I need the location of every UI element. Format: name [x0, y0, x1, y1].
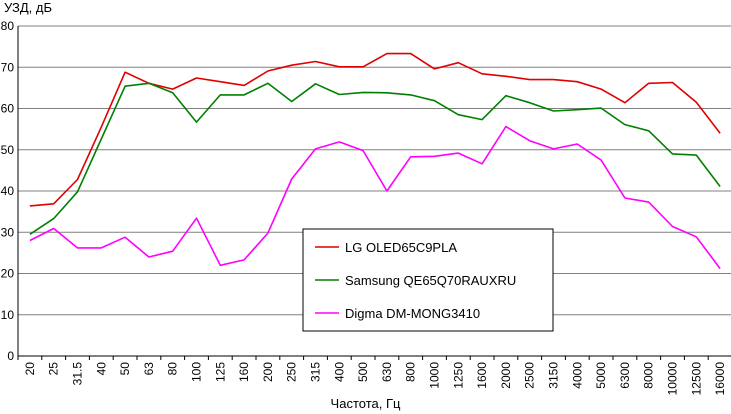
legend-label-1: Samsung QE65Q70RAUXRU [345, 273, 516, 288]
x-tick-label-29: 16000 [713, 362, 727, 396]
y-tick-label-6: 60 [1, 102, 15, 116]
legend-label-2: Digma DM-MONG3410 [345, 306, 480, 321]
series-line-0 [29, 52, 721, 207]
x-tick-label-28: 12500 [689, 362, 703, 396]
x-tick-label-24: 5000 [594, 362, 608, 389]
x-tick-label-20: 2000 [499, 362, 513, 389]
x-tick-label-15: 630 [380, 362, 394, 382]
x-tick-label-22: 3150 [547, 362, 561, 389]
x-tick-label-6: 80 [166, 362, 180, 376]
x-tick-label-7: 100 [190, 362, 204, 382]
x-tick-label-25: 6300 [618, 362, 632, 389]
y-tick-label-5: 50 [1, 143, 15, 157]
x-tick-label-13: 400 [332, 362, 346, 382]
x-tick-label-26: 8000 [642, 362, 656, 389]
series-line-2 [29, 125, 721, 270]
legend-box [302, 228, 554, 332]
y-tick-label-3: 30 [1, 225, 15, 239]
y-tick-label-0: 0 [7, 349, 14, 363]
x-tick-label-4: 50 [118, 362, 132, 376]
y-tick-label-4: 40 [1, 184, 15, 198]
x-tick-label-14: 500 [356, 362, 370, 382]
series-line-1 [29, 82, 721, 235]
x-tick-label-16: 800 [404, 362, 418, 382]
y-axis-label: УЗД, дБ [4, 0, 52, 15]
x-tick-label-12: 315 [309, 362, 323, 382]
x-tick-label-11: 250 [285, 362, 299, 382]
x-tick-label-8: 125 [213, 362, 227, 382]
x-tick-label-23: 4000 [570, 362, 584, 389]
x-tick-label-3: 40 [94, 362, 108, 376]
y-tick-label-1: 10 [1, 308, 15, 322]
x-tick-label-9: 160 [237, 362, 251, 382]
x-tick-label-18: 1250 [451, 362, 465, 389]
x-tick-label-17: 1000 [428, 362, 442, 389]
y-tick-label-7: 70 [1, 60, 15, 74]
x-tick-label-5: 63 [142, 362, 156, 376]
x-tick-label-0: 20 [23, 362, 37, 376]
x-tick-label-21: 2500 [523, 362, 537, 389]
legend-label-0: LG OLED65C9PLA [345, 240, 457, 255]
y-tick-label-8: 80 [1, 19, 15, 33]
y-tick-label-2: 20 [1, 267, 15, 281]
x-axis-label: Частота, Гц [330, 396, 401, 411]
x-tick-label-2: 31.5 [71, 362, 85, 386]
x-tick-label-10: 200 [261, 362, 275, 382]
x-tick-label-1: 25 [47, 362, 61, 376]
x-tick-label-19: 1600 [475, 362, 489, 389]
x-tick-label-27: 10000 [666, 362, 680, 396]
